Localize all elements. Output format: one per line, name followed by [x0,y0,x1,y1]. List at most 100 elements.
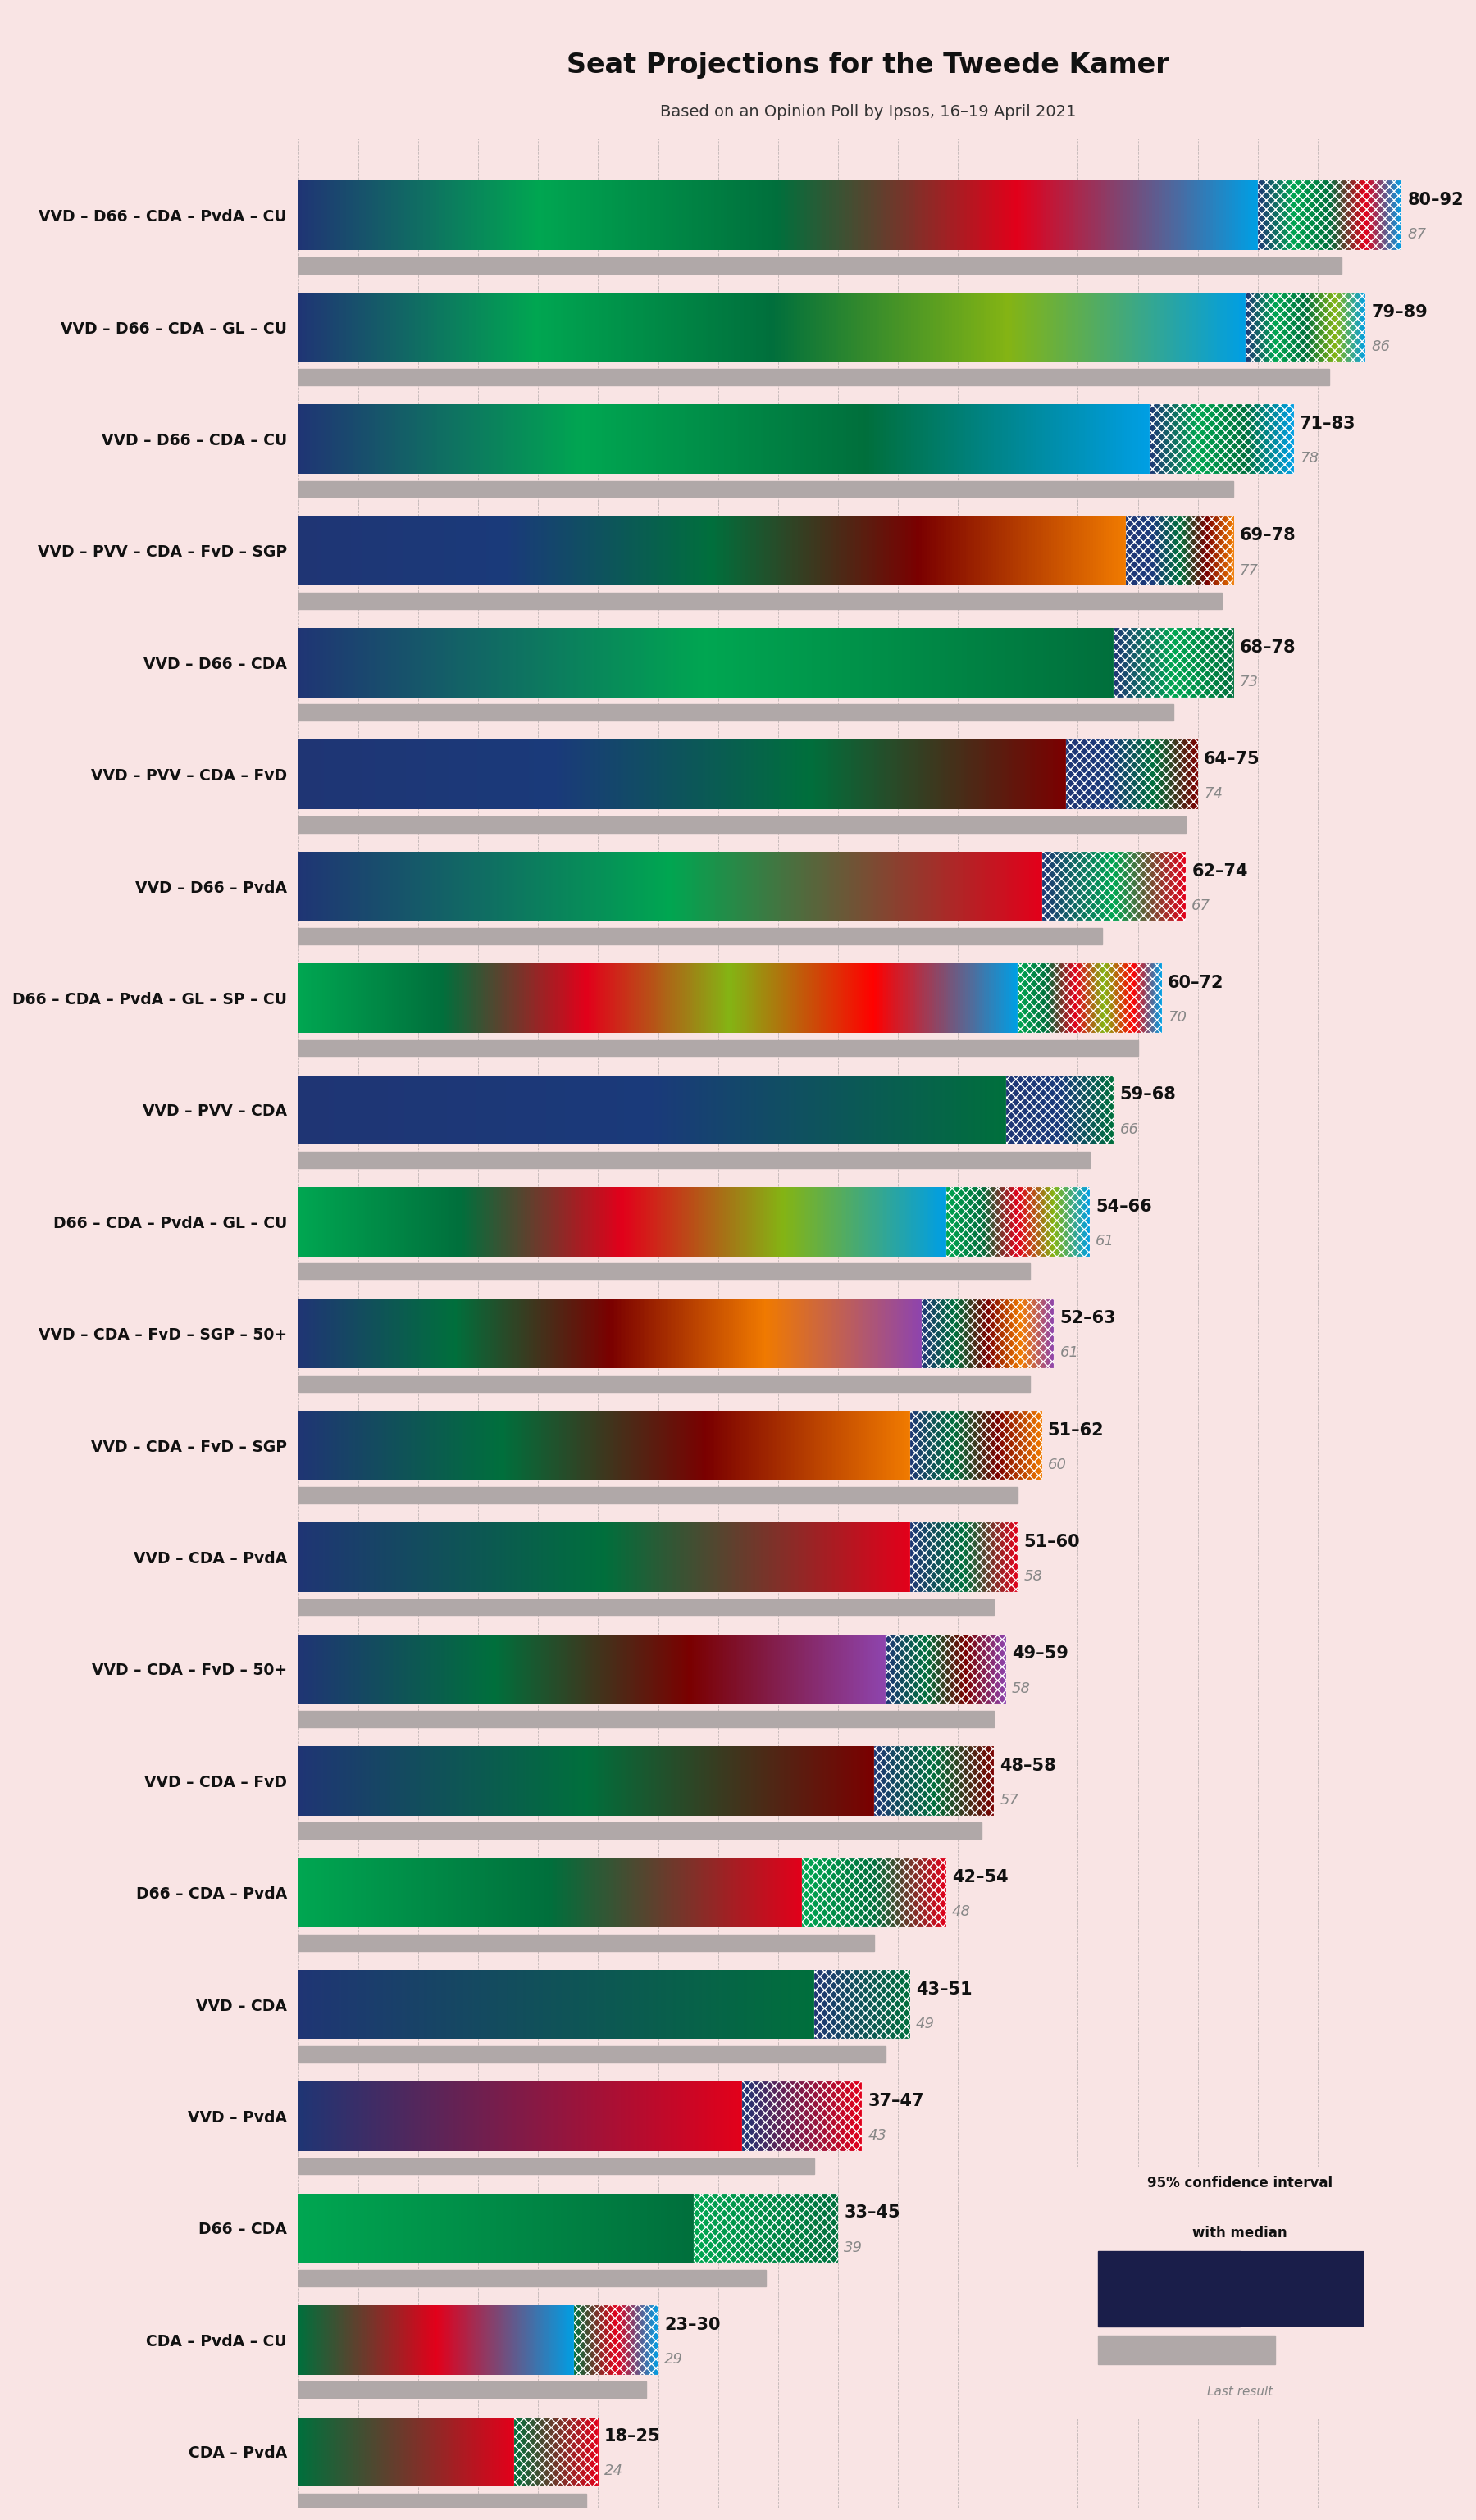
Bar [329,517,332,585]
Bar [466,1635,469,1704]
Bar [446,1857,447,1928]
Bar [874,292,877,363]
Bar [775,517,778,585]
Bar [419,741,421,809]
Bar [422,1857,425,1928]
Bar [734,181,737,249]
Bar [564,1411,565,1479]
Bar [450,2082,452,2152]
Text: 24: 24 [604,2465,623,2480]
Bar [298,1487,1018,1504]
Bar [742,517,745,585]
Bar [558,1971,559,2039]
Bar [900,1187,903,1257]
Bar [425,1635,428,1704]
Bar [596,963,598,1033]
Bar [948,1076,949,1144]
Bar [567,1298,568,1368]
Bar [444,2082,446,2152]
Bar [303,1076,306,1144]
Bar [1107,181,1111,249]
Bar [589,1971,590,2039]
Bar [458,2082,459,2152]
Bar [348,963,351,1033]
Bar [413,1971,415,2039]
Bar [490,741,493,809]
Bar [1218,292,1221,363]
Bar [680,292,683,363]
Bar [832,292,835,363]
Bar [822,292,827,363]
Bar [323,741,326,809]
Text: 73: 73 [1240,675,1259,690]
Bar [458,1522,459,1593]
Bar [846,852,849,920]
Bar [400,1522,403,1593]
Bar [477,1298,480,1368]
Bar [533,517,536,585]
Bar [601,1522,602,1593]
Bar [368,1298,369,1368]
Bar [626,852,629,920]
Bar [523,517,524,585]
Bar [313,517,314,585]
Bar [549,517,552,585]
Bar [469,292,472,363]
Bar [409,741,410,809]
Bar [517,963,520,1033]
Bar [714,1298,716,1368]
Bar [344,963,347,1033]
Bar [834,1187,835,1257]
Bar [437,852,440,920]
Bar [889,852,892,920]
Bar [781,963,782,1033]
Bar [806,1298,807,1368]
Bar [322,1076,325,1144]
Bar [342,1298,344,1368]
Bar [455,181,459,249]
Bar [546,1971,548,2039]
Bar [971,517,974,585]
Bar [435,1635,437,1704]
Bar [306,852,308,920]
Bar [692,627,695,698]
Bar [505,2082,508,2152]
Bar [996,1076,999,1144]
Bar [301,741,304,809]
Bar [661,1522,663,1593]
Bar [1035,852,1038,920]
Bar [335,403,338,474]
Bar [863,852,866,920]
Bar [362,517,365,585]
Bar [788,292,791,363]
Bar [781,181,785,249]
Bar [828,517,831,585]
Bar [775,1076,778,1144]
Bar [611,1635,614,1704]
Bar [481,1857,483,1928]
Bar [540,627,543,698]
Bar [998,852,999,920]
Bar [799,1076,801,1144]
Bar [365,852,368,920]
Bar [863,627,866,698]
Bar [496,2082,499,2152]
Bar [698,1187,700,1257]
Bar [720,1076,723,1144]
Bar [621,1635,624,1704]
Bar [552,1298,554,1368]
Bar [692,1857,695,1928]
Bar [400,181,404,249]
Bar [708,1411,710,1479]
Bar [524,1857,525,1928]
Bar [967,741,968,809]
Bar [796,1746,797,1814]
Bar [468,2082,469,2152]
Bar [648,963,651,1033]
Bar [508,1187,511,1257]
Bar [980,292,983,363]
Bar [481,627,483,698]
Bar [430,1298,431,1368]
Bar [732,1971,734,2039]
Bar [393,1076,396,1144]
